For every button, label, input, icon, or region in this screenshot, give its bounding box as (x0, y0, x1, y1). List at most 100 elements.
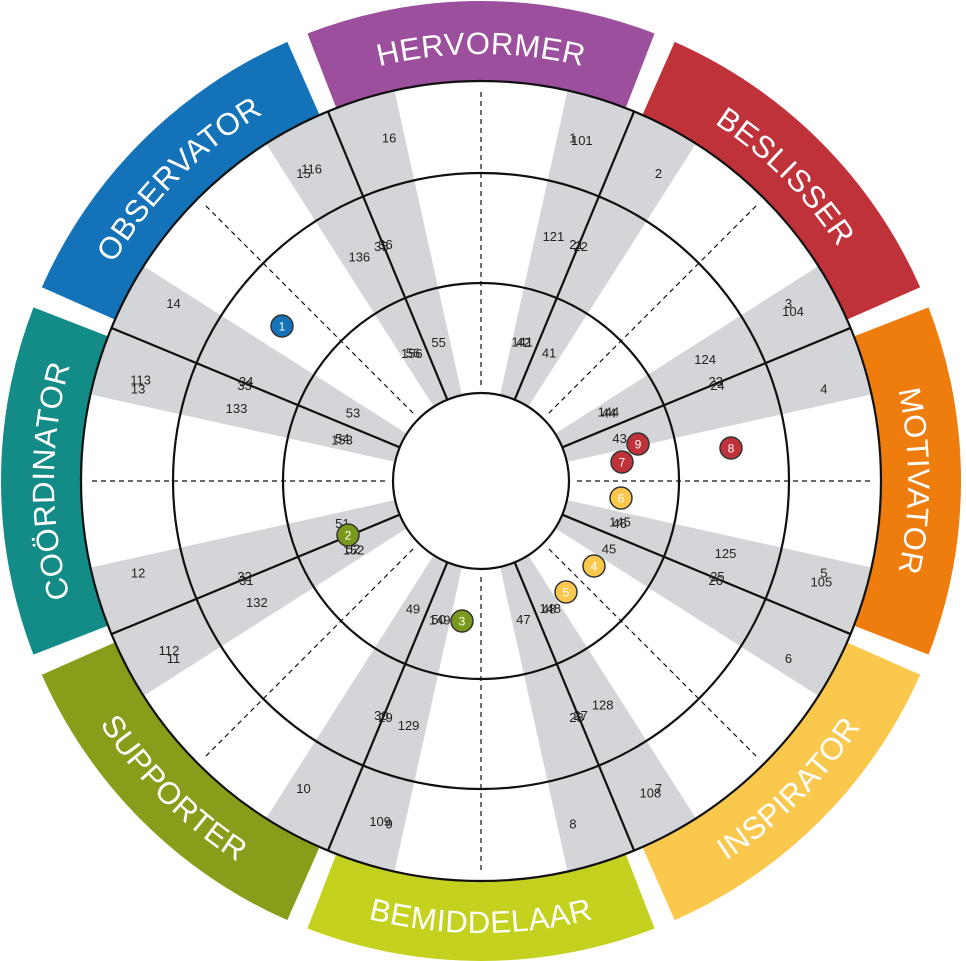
cell-number: 116 (301, 162, 322, 177)
marker-label: 1 (279, 319, 286, 333)
marker-dot[interactable] (719, 436, 743, 460)
segment-hervormer (307, 1, 655, 109)
grid-lines (79, 79, 883, 883)
cell-number: 56 (406, 345, 420, 360)
marker-label: 2 (345, 528, 352, 542)
cell-number: 53 (346, 405, 360, 420)
cell-number: 153 (331, 432, 353, 447)
cell-number: 36 (378, 237, 392, 252)
cell-number: 124 (694, 352, 716, 367)
marker-dot[interactable] (609, 486, 633, 510)
boundary-spoke (513, 111, 636, 401)
cell-number: 121 (543, 229, 565, 244)
cell-number: 105 (811, 574, 833, 589)
marker-label: 9 (635, 437, 642, 451)
gray-band (500, 90, 696, 407)
cell-number: 128 (592, 698, 614, 713)
cell-number: 47 (516, 612, 530, 627)
cell-number: 26 (708, 573, 722, 588)
cell-number: 109 (369, 814, 391, 829)
marker-dot[interactable] (582, 554, 606, 578)
cell-number: 22 (573, 239, 587, 254)
dashed-spoke (203, 548, 414, 759)
cell-number: 29 (378, 710, 392, 725)
cell-number: 148 (539, 601, 561, 616)
cell-number: 133 (226, 401, 248, 416)
cell-number: 136 (348, 249, 370, 264)
cell-number: 112 (159, 643, 180, 658)
cell-number: 3 (785, 296, 792, 311)
marker-dot[interactable] (450, 609, 474, 633)
cell-number: 43 (612, 431, 626, 446)
cell-number: 33 (237, 378, 251, 393)
gray-band (500, 555, 696, 872)
boundary-spoke (326, 111, 449, 401)
cell-number: 5 (820, 565, 827, 580)
segment-motivator (853, 307, 961, 655)
cell-number: 7 (655, 781, 662, 796)
cell-number: 31 (239, 573, 253, 588)
gray-band (555, 500, 872, 696)
gray-band (266, 555, 462, 872)
cell-number: 141 (511, 334, 533, 349)
cell-number: 11 (167, 651, 181, 666)
cell-number: 41 (542, 345, 556, 360)
cell-number: 149 (429, 613, 451, 628)
marker-dot[interactable] (270, 314, 294, 338)
cell-number: 10 (296, 781, 310, 796)
cell-number: 125 (715, 546, 737, 561)
center-hub (391, 391, 571, 571)
cell-number: 13 (131, 382, 145, 397)
marker-dot[interactable] (336, 523, 360, 547)
cell-number: 49 (406, 602, 420, 617)
cell-number: 1 (569, 131, 576, 146)
outer-ring (79, 79, 883, 883)
marker-dot[interactable] (626, 432, 650, 456)
cell-number: 12 (131, 565, 145, 580)
marker-label: 7 (619, 455, 626, 469)
gray-band (555, 266, 872, 462)
cell-number: 54 (335, 431, 349, 446)
cell-number: 113 (130, 373, 151, 388)
gray-bands (90, 90, 872, 872)
cell-number: 144 (598, 404, 620, 419)
cell-number: 42 (516, 335, 530, 350)
cell-number: 101 (571, 133, 593, 148)
cell-number: 34 (239, 374, 253, 389)
cell-number: 104 (782, 304, 804, 319)
cell-number: 6 (785, 651, 792, 666)
gray-band (266, 90, 462, 407)
marker-label: 8 (728, 441, 735, 455)
cell-number: 145 (609, 515, 631, 530)
marker-label: 6 (618, 491, 625, 505)
cell-number: 46 (612, 516, 626, 531)
boundary-spoke (561, 513, 851, 636)
segment-observator (41, 41, 320, 320)
cell-number: 27 (573, 708, 587, 723)
cell-number: 156 (401, 346, 423, 361)
cell-number: 24 (710, 378, 724, 393)
cell-number: 35 (374, 239, 388, 254)
cell-number: 23 (708, 374, 722, 389)
cell-number: 48 (542, 602, 556, 617)
marker-dot[interactable] (554, 580, 578, 604)
cell-number: 44 (602, 405, 616, 420)
cell-number: 4 (820, 382, 827, 397)
gray-band (90, 266, 407, 462)
cell-number: 8 (569, 816, 576, 831)
marker-dot[interactable] (610, 450, 634, 474)
marker-label: 4 (591, 559, 598, 573)
cell-number: 15 (296, 166, 310, 181)
segment-supporter (41, 642, 320, 921)
cell-number: 14 (166, 296, 180, 311)
cell-number: 45 (602, 542, 616, 557)
dashed-spoke (203, 203, 414, 414)
cell-number: 30 (374, 708, 388, 723)
boundary-spoke (561, 326, 851, 449)
segment-inspirator (642, 642, 921, 921)
dashed-spoke (548, 548, 759, 759)
cell-number: 50 (431, 612, 445, 627)
cell-number: 28 (569, 710, 583, 725)
gray-band (90, 500, 407, 696)
